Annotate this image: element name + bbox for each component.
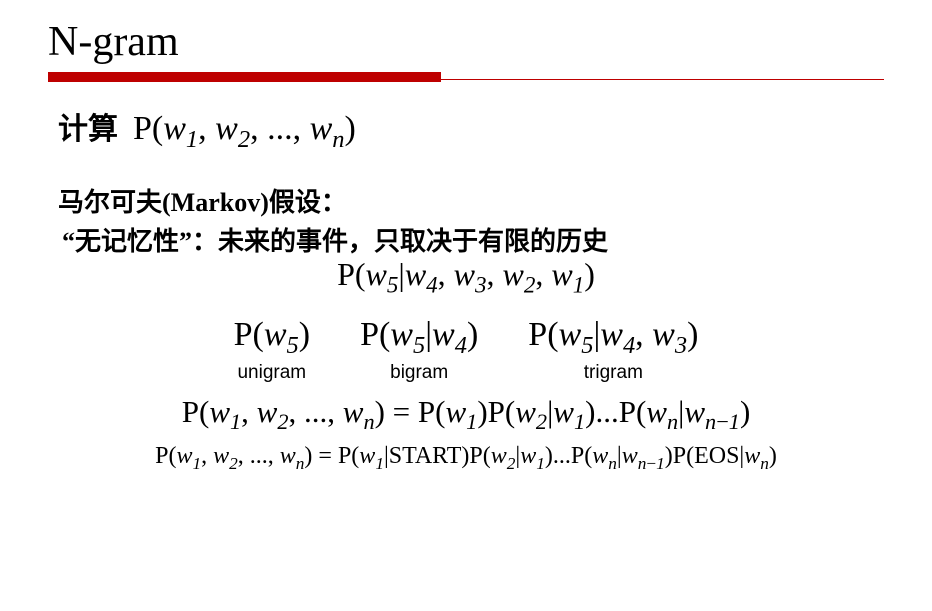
trigram-col: P(w5|w4, w3) trigram [528,316,698,384]
unigram-col: P(w5) unigram [234,316,310,384]
conditional-full: P(w5|w4, w3, w2, w1) [48,256,884,298]
grams-row: P(w5) unigram P(w5|w4) bigram P(w5|w4, w… [48,316,884,384]
unigram-math: P(w5) [234,316,310,360]
slide-title: N-gram [48,18,884,66]
compute-line: 计算 P(w1, w2, ..., wn) [58,104,884,154]
trigram-label: trigram [528,362,698,384]
markov-heading: 马尔可夫(Markov)假设： [58,182,884,219]
trigram-math: P(w5|w4, w3) [528,316,698,360]
bigram-math: P(w5|w4) [360,316,478,360]
rule-thick [48,72,441,82]
chain-rule-bigram: P(w1, w2, ..., wn) = P(w1)P(w2|w1)...P(w… [48,394,884,435]
unigram-label: unigram [234,362,310,384]
joint-probability: P(w1, w2, ..., wn) [133,110,356,147]
chain-rule-start-eos: P(w1, w2, ..., wn) = P(w1|START)P(w2|w1)… [48,443,884,474]
bigram-col: P(w5|w4) bigram [360,316,478,384]
bigram-label: bigram [360,362,478,384]
title-rule [48,72,884,82]
memoryless-line: “无记忆性”：未来的事件，只取决于有限的历史 [62,221,884,258]
compute-label: 计算 [58,113,118,146]
